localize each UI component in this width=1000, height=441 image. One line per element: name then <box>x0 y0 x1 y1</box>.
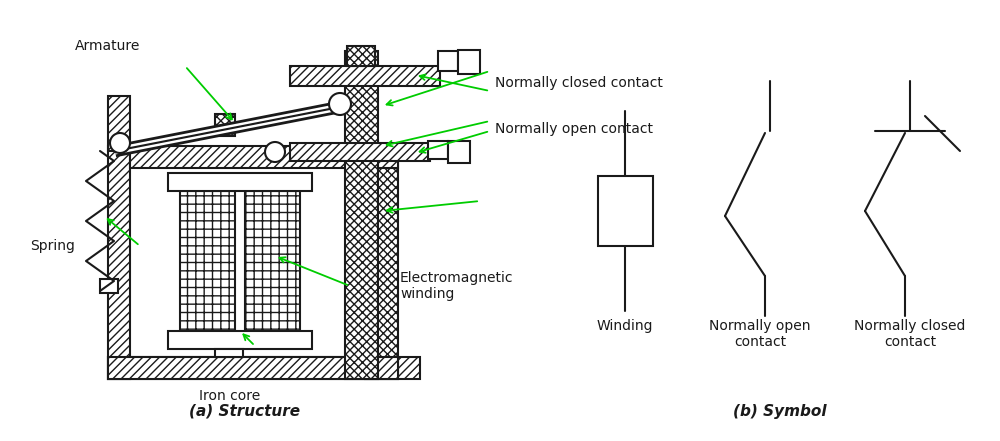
Polygon shape <box>108 146 130 379</box>
Polygon shape <box>290 143 430 161</box>
Polygon shape <box>245 191 300 331</box>
Polygon shape <box>168 173 312 191</box>
Polygon shape <box>215 114 235 136</box>
Text: Normally open
contact: Normally open contact <box>709 319 811 349</box>
Circle shape <box>265 142 285 162</box>
Polygon shape <box>130 146 398 168</box>
Polygon shape <box>598 176 653 246</box>
Polygon shape <box>365 146 398 379</box>
Circle shape <box>329 93 351 115</box>
Polygon shape <box>108 96 130 151</box>
Text: Spring: Spring <box>30 239 75 253</box>
Polygon shape <box>180 191 235 331</box>
Text: Normally open contact: Normally open contact <box>495 122 653 136</box>
Text: Iron core: Iron core <box>199 389 261 403</box>
Polygon shape <box>215 349 243 357</box>
Polygon shape <box>168 331 312 349</box>
Polygon shape <box>438 51 458 71</box>
Text: (b) Symbol: (b) Symbol <box>733 404 827 419</box>
Polygon shape <box>100 279 118 293</box>
Polygon shape <box>108 357 420 379</box>
Text: Electromagnetic
winding: Electromagnetic winding <box>400 271 514 301</box>
Text: Winding: Winding <box>597 319 653 333</box>
Polygon shape <box>428 141 448 159</box>
Polygon shape <box>108 357 398 379</box>
Polygon shape <box>345 51 378 379</box>
Polygon shape <box>290 66 440 86</box>
Text: (a) Structure: (a) Structure <box>189 404 301 419</box>
Text: Armature: Armature <box>75 39 140 53</box>
Circle shape <box>110 133 130 153</box>
Polygon shape <box>458 50 480 74</box>
Text: Normally closed
contact: Normally closed contact <box>854 319 966 349</box>
Polygon shape <box>347 46 375 66</box>
Text: Normally closed contact: Normally closed contact <box>495 76 663 90</box>
Polygon shape <box>448 141 470 163</box>
